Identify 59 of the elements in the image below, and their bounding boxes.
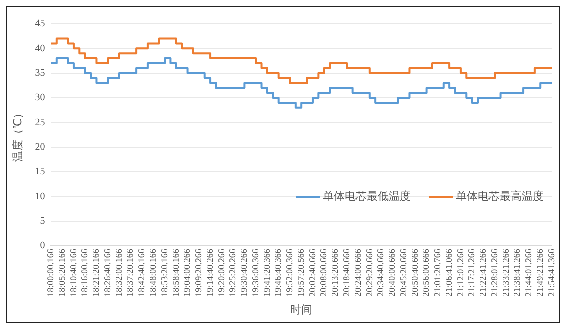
- x-tick-label: 21:33:21.266: [500, 248, 511, 297]
- y-tick-label: 45: [35, 18, 46, 30]
- x-tick-label: 21:06:41.066: [444, 248, 454, 297]
- x-tick-label: 19:20:00.266: [216, 248, 226, 297]
- x-tick-label: 19:30:40.266: [239, 248, 250, 297]
- x-tick-label: 21:49:21.266: [534, 248, 545, 297]
- x-tick-label: 18:37:20.166: [125, 248, 136, 297]
- x-tick-label: 18:53:20.166: [159, 248, 170, 297]
- legend-label: 单体电芯最低温度: [323, 190, 411, 204]
- x-tick-label: 20:24:00.666: [352, 248, 363, 297]
- x-tick-label: 20:34:40.666: [376, 248, 386, 297]
- y-tick-label: 30: [35, 92, 46, 104]
- x-tick-label: 21:12:01.266: [455, 248, 466, 297]
- x-tick-label: 18:32:00.166: [114, 248, 124, 297]
- x-tick-label: 18:42:40.166: [136, 248, 147, 297]
- y-tick-label: 0: [40, 240, 46, 252]
- x-tick-label: 21:17:21.266: [466, 248, 477, 297]
- x-tick-label: 19:57:20.566: [296, 248, 306, 297]
- x-tick-label: 20:50:40.666: [410, 248, 420, 297]
- y-axis-title: 温度（℃）: [11, 108, 24, 162]
- x-axis-title: 时间: [290, 303, 313, 316]
- x-tick-label: 19:36:00.366: [250, 248, 260, 297]
- x-tick-label: 21:38:41.266: [512, 248, 522, 297]
- x-tick-label: 20:08:00.666: [318, 248, 329, 297]
- x-tick-label: 19:46:40.366: [273, 248, 284, 297]
- legend-label: 单体电芯最高温度: [456, 190, 544, 204]
- x-tick-label: 18:05:20.166: [56, 248, 67, 297]
- x-tick-label: 18:10:40.166: [68, 248, 78, 297]
- x-tick-label: 19:52:00.366: [284, 248, 295, 297]
- y-tick-label: 40: [35, 43, 46, 54]
- x-tick-label: 20:29:20.666: [364, 248, 374, 297]
- x-tick-label: 20:45:20.666: [398, 248, 408, 297]
- x-tick-label: 20:02:40.666: [307, 248, 318, 297]
- x-tick-label: 18:48:00.166: [148, 248, 158, 297]
- x-tick-label: 19:04:00.266: [182, 248, 192, 297]
- x-tick-label: 21:54:41.366: [546, 248, 556, 297]
- x-tick-label: 19:25:20.266: [228, 248, 238, 297]
- x-tick-label: 19:14:40.266: [204, 248, 215, 297]
- y-tick-label: 10: [35, 191, 46, 202]
- y-tick-label: 25: [35, 117, 46, 128]
- y-tick-label: 5: [40, 216, 46, 227]
- x-tick-label: 19:09:20.266: [194, 248, 204, 297]
- x-tick-label: 20:18:40.666: [341, 248, 352, 297]
- x-tick-label: 21:44:01.266: [524, 248, 534, 297]
- x-tick-label: 20:56:00.666: [421, 248, 432, 297]
- x-tick-label: 18:58:40.166: [170, 248, 181, 297]
- x-tick-label: 21:28:01.266: [489, 248, 500, 297]
- x-tick-label: 21:01:20.766: [432, 248, 443, 297]
- y-tick-label: 20: [35, 142, 46, 153]
- x-tick-label: 18:16:00.166: [80, 248, 90, 297]
- x-tick-label: 18:26:40.166: [102, 248, 112, 297]
- y-tick-label: 15: [35, 166, 46, 178]
- x-tick-label: 18:00:00.166: [46, 248, 56, 297]
- y-tick-label: 35: [35, 68, 46, 79]
- x-tick-label: 18:21:20.166: [91, 248, 102, 297]
- x-tick-label: 20:40:00.666: [387, 248, 398, 297]
- x-tick-label: 21:22:41.266: [478, 248, 488, 297]
- x-tick-label: 20:13:20.666: [330, 248, 340, 297]
- x-tick-label: 19:41:20.366: [262, 248, 272, 297]
